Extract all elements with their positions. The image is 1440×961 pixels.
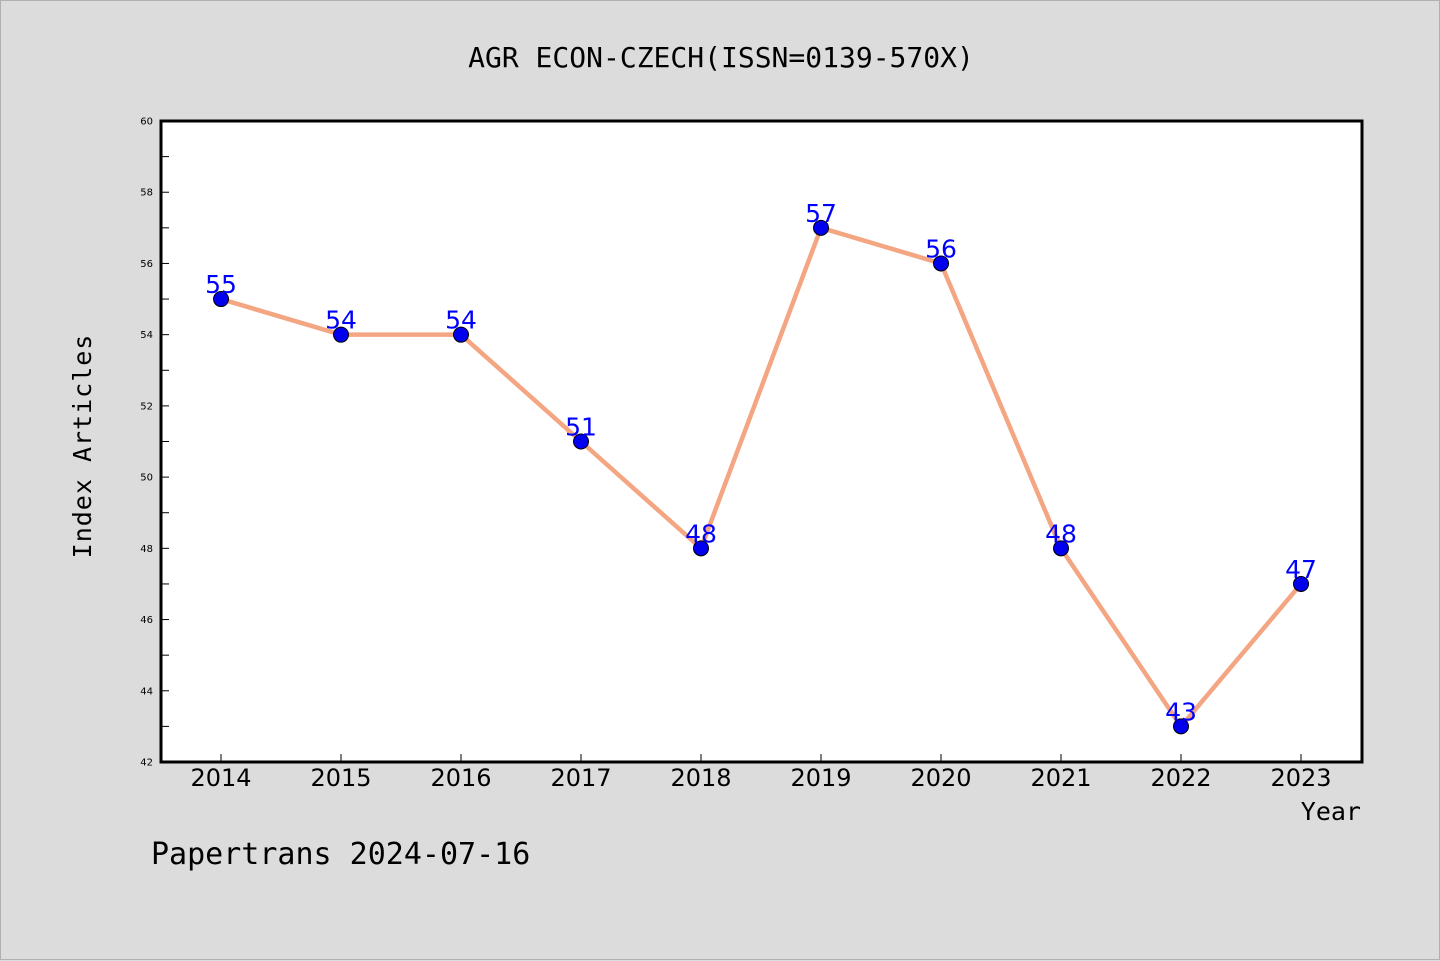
data-point	[1053, 540, 1069, 557]
data-label: 54	[445, 306, 477, 335]
y-tick-label: 56	[140, 259, 153, 270]
x-tick-label: 2023	[1270, 764, 1331, 792]
footer-credit: Papertrans 2024-07-16	[151, 837, 530, 872]
x-tick-label: 2017	[550, 764, 611, 792]
y-tick-label: 58	[140, 188, 153, 199]
data-label: 47	[1285, 555, 1317, 584]
data-point	[213, 291, 229, 308]
data-label: 54	[325, 306, 357, 335]
y-tick-label: 46	[140, 615, 153, 626]
data-point	[333, 326, 349, 343]
x-tick-label: 2019	[790, 764, 851, 792]
x-tick-label: 2020	[910, 764, 971, 792]
data-label: 56	[925, 234, 957, 263]
data-point	[933, 255, 949, 272]
x-tick-label: 2014	[190, 764, 251, 792]
x-axis: 2014 2015 2016 2017 2018 2019 2020 2021 2022 2023	[190, 754, 1332, 792]
data-label: 57	[805, 199, 837, 228]
data-label: 43	[1165, 697, 1197, 726]
data-label: 55	[205, 270, 237, 299]
x-tick-label: 2015	[310, 764, 371, 792]
y-tick-label: 54	[140, 330, 153, 341]
y-tick-label: 44	[140, 686, 153, 697]
x-tick-label: 2018	[670, 764, 731, 792]
x-tick-label: 2016	[430, 764, 491, 792]
data-point	[693, 540, 709, 557]
y-tick-label: 50	[140, 473, 153, 484]
chart-title: AGR ECON-CZECH(ISSN=0139-570X)	[468, 41, 974, 74]
data-point	[1173, 718, 1189, 735]
data-point	[1293, 575, 1309, 592]
data-point	[573, 433, 589, 450]
series-line	[218, 225, 1304, 729]
x-axis-label: Year	[1301, 797, 1361, 826]
series-layer: 55 54 54 51 48 57 56 48 43 47	[205, 199, 1317, 735]
plot-area	[159, 119, 1364, 764]
x-tick-label: 2022	[1150, 764, 1211, 792]
data-point	[453, 326, 469, 343]
data-label: 48	[685, 519, 717, 548]
data-point	[813, 219, 829, 236]
y-tick-label: 48	[140, 544, 153, 555]
y-tick-label: 42	[140, 758, 153, 769]
x-tick-label: 2021	[1030, 764, 1091, 792]
y-tick-label: 52	[140, 401, 153, 412]
y-axis: 42 44 46 48 50 52 54 56 58 60	[140, 117, 169, 769]
y-tick-label: 60	[140, 117, 153, 128]
y-axis-label: Index Articles	[68, 334, 97, 559]
data-label: 48	[1045, 519, 1077, 548]
data-label: 51	[565, 413, 597, 442]
